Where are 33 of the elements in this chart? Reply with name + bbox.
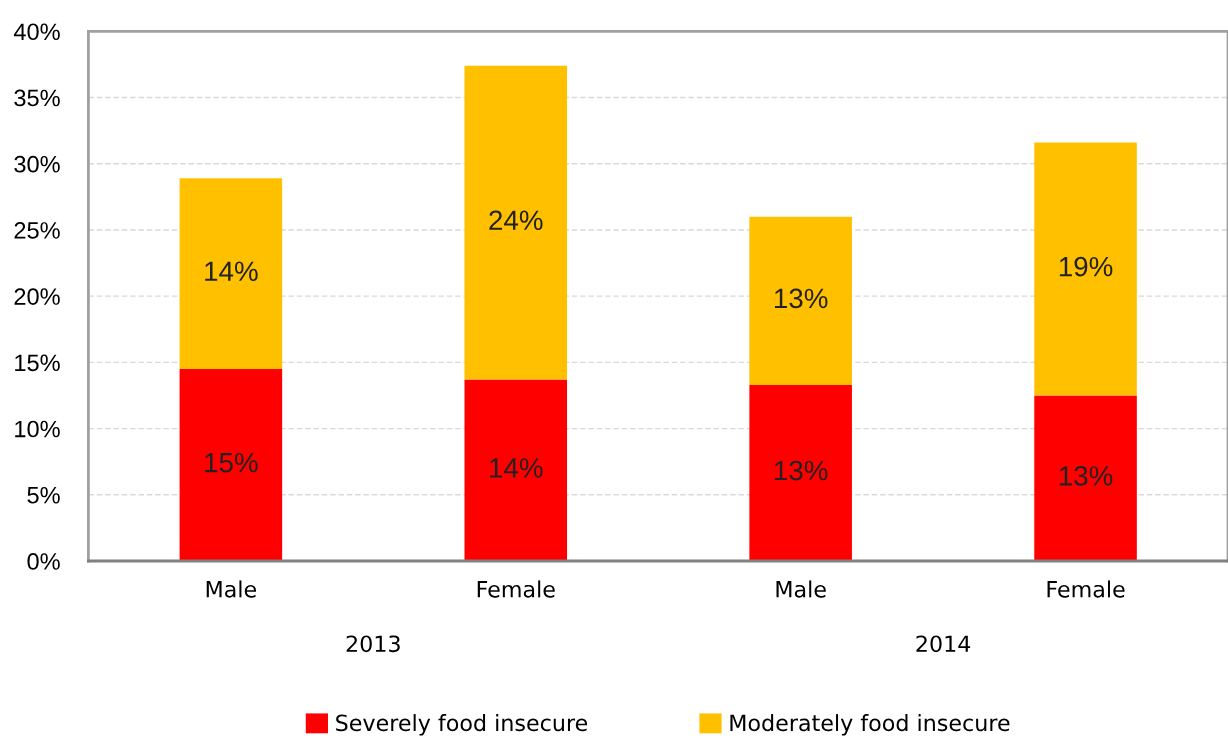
bar xyxy=(464,65,568,380)
text: 2014 xyxy=(916,635,971,653)
bar xyxy=(464,379,568,561)
bar xyxy=(1034,142,1137,396)
legend-label: Severely food insecure xyxy=(336,714,588,736)
data-label: 13% xyxy=(1059,466,1113,486)
y-tick-label: 35% xyxy=(14,89,60,107)
data-label: 19% xyxy=(1059,256,1113,277)
bar xyxy=(1034,395,1137,561)
data-label: 13% xyxy=(774,460,828,481)
data-label: 14% xyxy=(490,458,543,478)
bar xyxy=(179,368,283,561)
y-tick-label: 15% xyxy=(15,354,60,372)
y-tick-label: 25% xyxy=(14,222,60,239)
y-tick-label: 20% xyxy=(14,288,60,305)
x-tick-label: Male xyxy=(776,580,826,598)
y-tick-label: 10% xyxy=(15,420,60,438)
y-tick-label: 40% xyxy=(13,23,60,41)
data-label: 13% xyxy=(774,288,828,309)
y-tick-label: 0% xyxy=(27,553,60,570)
bar xyxy=(749,216,852,385)
bar xyxy=(749,384,852,561)
y-tick-label: 5% xyxy=(27,486,60,504)
data-label: 24% xyxy=(489,210,543,231)
legend-label: Moderately food insecure xyxy=(730,714,1010,736)
text: 2013 xyxy=(346,635,400,653)
x-tick-label: Male xyxy=(206,580,256,598)
data-label: 15% xyxy=(205,452,258,473)
data-label: 14% xyxy=(205,261,258,281)
x-tick-label: Female xyxy=(477,580,555,598)
bar xyxy=(179,178,283,369)
y-tick-label: 30% xyxy=(14,155,60,173)
x-tick-label: Female xyxy=(1047,580,1125,598)
